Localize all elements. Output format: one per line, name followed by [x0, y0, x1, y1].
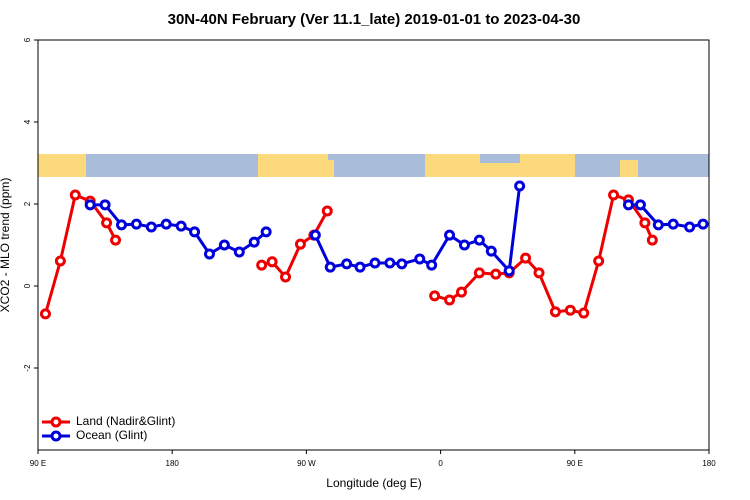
legend: Land (Nadir&Glint)Ocean (Glint)	[42, 414, 175, 442]
series-line	[44, 192, 117, 315]
data-point	[578, 307, 590, 319]
data-point	[266, 256, 278, 268]
legend-marker	[50, 416, 62, 428]
data-point	[218, 239, 230, 251]
data-point	[321, 205, 333, 217]
x-tick-label: 90 W	[297, 459, 316, 468]
data-point	[130, 218, 142, 230]
data-point	[473, 234, 485, 246]
data-point	[444, 229, 456, 241]
data-point	[684, 221, 696, 233]
x-tick-label: 0	[438, 459, 443, 468]
x-tick-label: 90 E	[567, 459, 583, 468]
data-point	[116, 219, 128, 231]
data-point	[145, 221, 157, 233]
data-point	[203, 248, 215, 260]
data-point	[189, 226, 201, 238]
data-point	[514, 180, 526, 192]
data-point	[260, 226, 272, 238]
data-point	[101, 217, 113, 229]
data-point	[473, 267, 485, 279]
data-point	[520, 252, 532, 264]
data-point	[503, 265, 515, 277]
data-point	[324, 261, 336, 273]
data-point	[369, 257, 381, 269]
x-tick-label: 90 E	[30, 459, 46, 468]
data-point	[697, 218, 709, 230]
legend-label: Ocean (Glint)	[76, 428, 147, 442]
data-point	[99, 199, 111, 211]
data-point	[646, 234, 658, 246]
data-point	[652, 219, 664, 231]
data-point	[233, 246, 245, 258]
data-point	[294, 238, 306, 250]
data-point	[485, 245, 497, 257]
data-point	[354, 261, 366, 273]
data-point	[444, 294, 456, 306]
x-tick-label: 180	[166, 459, 180, 468]
data-point	[39, 308, 51, 320]
data-point	[622, 199, 634, 211]
data-point	[639, 217, 651, 229]
data-point	[84, 199, 96, 211]
x-tick-label: 180	[702, 459, 716, 468]
data-point	[533, 267, 545, 279]
plot-frame	[37, 39, 710, 451]
y-tick-label: 0	[23, 283, 32, 288]
data-point	[593, 255, 605, 267]
y-axis-label: XCO2 - MLO trend (ppm)	[0, 178, 12, 313]
data-point	[110, 234, 122, 246]
data-point	[69, 189, 81, 201]
data-point	[667, 218, 679, 230]
data-point	[490, 268, 502, 280]
data-point	[248, 236, 260, 248]
data-point	[384, 257, 396, 269]
x-axis-label: Longitude (deg E)	[326, 476, 421, 490]
data-point	[549, 306, 561, 318]
data-point	[256, 259, 268, 271]
legend-marker	[50, 430, 62, 442]
y-tick-label: 2	[23, 201, 32, 206]
data-point	[341, 258, 353, 270]
data-point	[414, 253, 426, 265]
data-point	[564, 304, 576, 316]
data-point	[426, 259, 438, 271]
data-point	[458, 239, 470, 251]
chart-title: 30N-40N February (Ver 11.1_late) 2019-01…	[168, 11, 581, 28]
y-tick-label: -2	[23, 364, 32, 372]
data-point	[455, 286, 467, 298]
data-point	[160, 218, 172, 230]
data-point	[429, 290, 441, 302]
data-point	[396, 258, 408, 270]
data-point	[280, 271, 292, 283]
data-point	[54, 255, 66, 267]
data-point	[634, 199, 646, 211]
y-tick-label: 6	[23, 37, 32, 42]
data-point	[608, 189, 620, 201]
series-line	[434, 193, 654, 315]
legend-label: Land (Nadir&Glint)	[76, 414, 175, 428]
y-tick-label: 4	[23, 119, 32, 124]
data-point	[309, 229, 321, 241]
data-point	[175, 220, 187, 232]
map-strip	[38, 154, 709, 177]
